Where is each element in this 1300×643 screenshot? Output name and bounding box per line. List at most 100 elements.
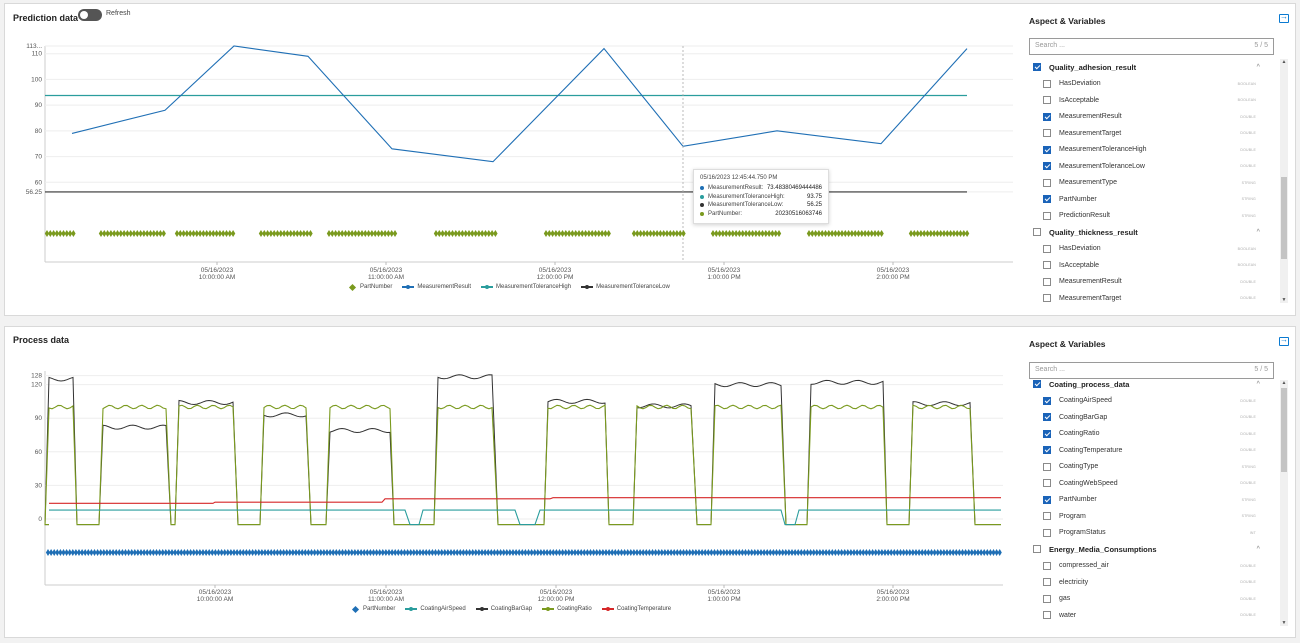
refresh-toggle-group[interactable]: Refresh [78, 9, 131, 21]
variable-row[interactable]: PartNumber STRING [1029, 492, 1280, 509]
checkbox[interactable] [1043, 261, 1051, 270]
variable-row[interactable]: MeasurementResult DOUBLE [1029, 274, 1280, 291]
checkbox[interactable] [1043, 112, 1051, 121]
aspects-list[interactable]: Quality_adhesion_result ^ HasDeviation BOOL… [1029, 59, 1280, 305]
legend-item[interactable]: CoatingBarGap [475, 606, 532, 612]
legend-item[interactable]: PartNumber [348, 283, 392, 291]
variable-row[interactable]: MeasurementToleranceLow DOUBLE [1029, 158, 1280, 175]
process-chart[interactable]: 128 120 90 60 30 0 05/16/2023 10:00:00 AM 05/16/… [5, 327, 1015, 627]
checkbox[interactable] [1033, 545, 1041, 554]
scroll-down-icon[interactable]: ▼ [1281, 297, 1287, 303]
scroll-thumb[interactable] [1281, 388, 1287, 472]
scrollbar[interactable]: ▲ ▼ [1280, 59, 1288, 303]
checkbox[interactable] [1043, 594, 1051, 603]
collapse-caret-icon[interactable]: ^ [1256, 229, 1260, 236]
variable-row[interactable]: CoatingAirSpeed DOUBLE [1029, 393, 1280, 410]
part-number-marker [851, 549, 857, 556]
variable-row[interactable]: CoatingTemperature DOUBLE [1029, 442, 1280, 459]
collapse-caret-icon[interactable]: ^ [1256, 546, 1260, 553]
checkbox[interactable] [1043, 611, 1051, 620]
checkbox[interactable] [1043, 195, 1051, 204]
checkbox[interactable] [1043, 396, 1051, 405]
checkbox[interactable] [1033, 228, 1041, 237]
collapse-caret-icon[interactable]: ^ [1256, 64, 1260, 71]
checkbox[interactable] [1043, 429, 1051, 438]
checkbox[interactable] [1043, 462, 1051, 471]
variable-row[interactable]: MeasurementTarget DOUBLE [1029, 290, 1280, 305]
checkbox[interactable] [1043, 96, 1051, 105]
search-input[interactable]: Search ... 5 / 5 [1029, 362, 1274, 379]
checkbox[interactable] [1043, 129, 1051, 138]
variable-type: DOUBLE [1240, 131, 1256, 136]
aspect-group-row[interactable]: Energy_Media_Consumptions ^ [1029, 541, 1280, 558]
variable-row[interactable]: PredictionResult STRING [1029, 208, 1280, 225]
checkbox[interactable] [1043, 178, 1051, 187]
variable-row[interactable]: MeasurementResult DOUBLE [1029, 109, 1280, 126]
variable-row[interactable]: Program STRING [1029, 508, 1280, 525]
variable-row[interactable]: IsAcceptable BOOLEAN [1029, 92, 1280, 109]
legend-item[interactable]: MeasurementToleranceLow [581, 284, 670, 290]
legend-item[interactable]: CoatingTemperature [601, 606, 671, 612]
checkbox[interactable] [1043, 294, 1051, 303]
variable-row[interactable]: CoatingWebSpeed DOUBLE [1029, 475, 1280, 492]
checkbox[interactable] [1043, 162, 1051, 171]
variable-row[interactable]: MeasurementTarget DOUBLE [1029, 125, 1280, 142]
checkbox[interactable] [1033, 380, 1041, 389]
checkbox[interactable] [1043, 79, 1051, 88]
checkbox[interactable] [1043, 512, 1051, 521]
prediction-chart[interactable]: 113... 110 100 90 80 70 60 56.25 05/16/2023 10:00… [5, 4, 1015, 304]
x-tick-date: 05/16/2023 [370, 589, 403, 596]
collapse-caret-icon[interactable]: ^ [1256, 381, 1260, 388]
scroll-thumb[interactable] [1281, 177, 1287, 259]
aspect-group-row[interactable]: Quality_thickness_result ^ [1029, 224, 1280, 241]
variable-row[interactable]: water DOUBLE [1029, 607, 1280, 624]
expand-icon[interactable] [1279, 12, 1289, 23]
variable-row[interactable]: PartNumber STRING [1029, 191, 1280, 208]
checkbox[interactable] [1043, 277, 1051, 286]
checkbox[interactable] [1043, 446, 1051, 455]
legend-item[interactable]: CoatingAirSpeed [405, 606, 466, 612]
legend-item[interactable]: PartNumber [351, 605, 395, 613]
legend-item[interactable]: MeasurementToleranceHigh [481, 284, 571, 290]
aspect-group-row[interactable]: Quality_adhesion_result ^ [1029, 59, 1280, 76]
variable-row[interactable]: electricity DOUBLE [1029, 574, 1280, 591]
part-number-marker [417, 549, 423, 556]
variable-row[interactable]: CoatingBarGap DOUBLE [1029, 409, 1280, 426]
refresh-toggle[interactable] [78, 9, 102, 21]
variable-row[interactable]: gas DOUBLE [1029, 591, 1280, 608]
variable-row[interactable]: HasDeviation BOOLEAN [1029, 241, 1280, 258]
scroll-up-icon[interactable]: ▲ [1281, 380, 1287, 386]
scrollbar[interactable]: ▲ ▼ [1280, 380, 1288, 626]
aspect-group-row[interactable]: Coating_process_data ^ [1029, 376, 1280, 393]
checkbox[interactable] [1043, 495, 1051, 504]
tooltip-dot [700, 194, 704, 199]
checkbox[interactable] [1043, 145, 1051, 154]
legend-item[interactable]: MeasurementResult [402, 284, 471, 290]
checkbox[interactable] [1033, 63, 1041, 72]
variable-row[interactable]: MeasurementType STRING [1029, 175, 1280, 192]
variable-row[interactable]: ProgramStatus INT [1029, 525, 1280, 542]
checkbox[interactable] [1043, 561, 1051, 570]
variable-row[interactable]: CoatingType STRING [1029, 459, 1280, 476]
legend-item[interactable]: CoatingRatio [542, 606, 592, 612]
checkbox[interactable] [1043, 578, 1051, 587]
expand-icon[interactable] [1279, 335, 1289, 346]
part-number-marker [80, 549, 85, 556]
variable-row[interactable]: HasDeviation BOOLEAN [1029, 76, 1280, 93]
checkbox[interactable] [1043, 528, 1051, 537]
checkbox[interactable] [1043, 211, 1051, 220]
checkbox[interactable] [1043, 244, 1051, 253]
variable-row[interactable]: IsAcceptable BOOLEAN [1029, 257, 1280, 274]
variable-row[interactable]: compressed_air DOUBLE [1029, 558, 1280, 575]
scroll-down-icon[interactable]: ▼ [1281, 620, 1287, 626]
checkbox[interactable] [1043, 479, 1051, 488]
process-legend: PartNumber CoatingAirSpeed CoatingBarGap Co… [351, 605, 671, 613]
aspects-list[interactable]: Coating_process_data ^ CoatingAirSpeed DOUB… [1029, 376, 1280, 626]
variable-row[interactable]: MeasurementToleranceHigh DOUBLE [1029, 142, 1280, 159]
checkbox[interactable] [1043, 413, 1051, 422]
variable-row[interactable]: CoatingRatio DOUBLE [1029, 426, 1280, 443]
part-number-marker [61, 230, 66, 237]
part-number-marker [644, 549, 649, 556]
scroll-up-icon[interactable]: ▲ [1281, 59, 1287, 65]
search-input[interactable]: Search ... 5 / 5 [1029, 38, 1274, 55]
